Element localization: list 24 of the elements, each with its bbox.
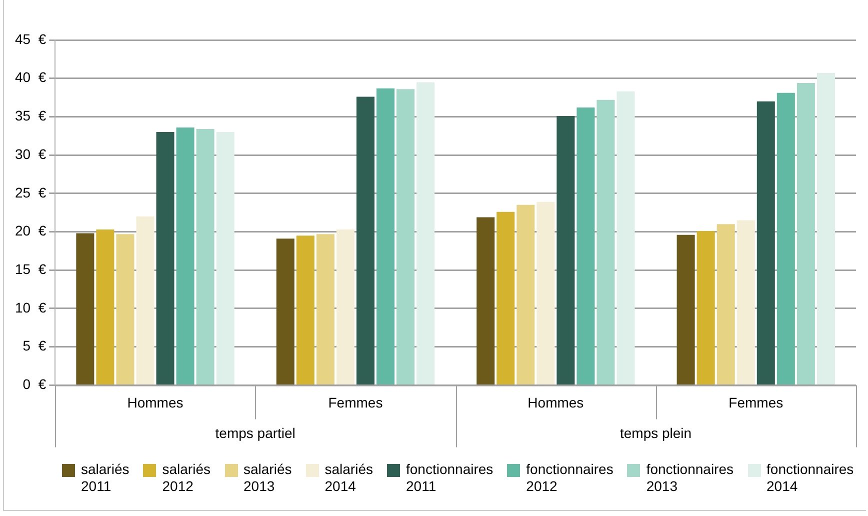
y-tick-label: 35 € [14,108,46,124]
legend-label: fonctionnaires 2014 [766,461,854,495]
y-tick-label: 20 € [14,222,46,239]
x-tick-label: Hommes [528,394,584,410]
legend-label: salariés 2012 [162,461,210,495]
y-tick-label: 10 € [14,299,46,316]
text: temps plein [620,425,692,442]
y-tick-label: 30 € [14,146,46,162]
y-tick-label: 25 € [14,184,46,200]
x-tick-label: Femmes [328,394,383,410]
legend-label: fonctionnaires 2011 [406,461,494,495]
legend-label: salariés 2013 [244,461,292,495]
y-tick-label: 45 € [14,30,46,47]
legend-label: fonctionnaires 2012 [526,461,614,495]
legend-label: fonctionnaires 2013 [646,461,734,495]
x-tick-label: Hommes [127,394,184,410]
y-tick-label: 15 € [14,260,46,277]
y-tick-label: 40 € [14,69,46,86]
text: temps partiel [215,425,296,442]
y-tick-label: 5 € [22,338,46,354]
y-tick-label: 0 € [22,376,46,392]
x-tick-label: Femmes [728,394,784,410]
legend-label: salariés 2014 [324,461,373,495]
legend-label: salariés 2011 [81,461,130,495]
